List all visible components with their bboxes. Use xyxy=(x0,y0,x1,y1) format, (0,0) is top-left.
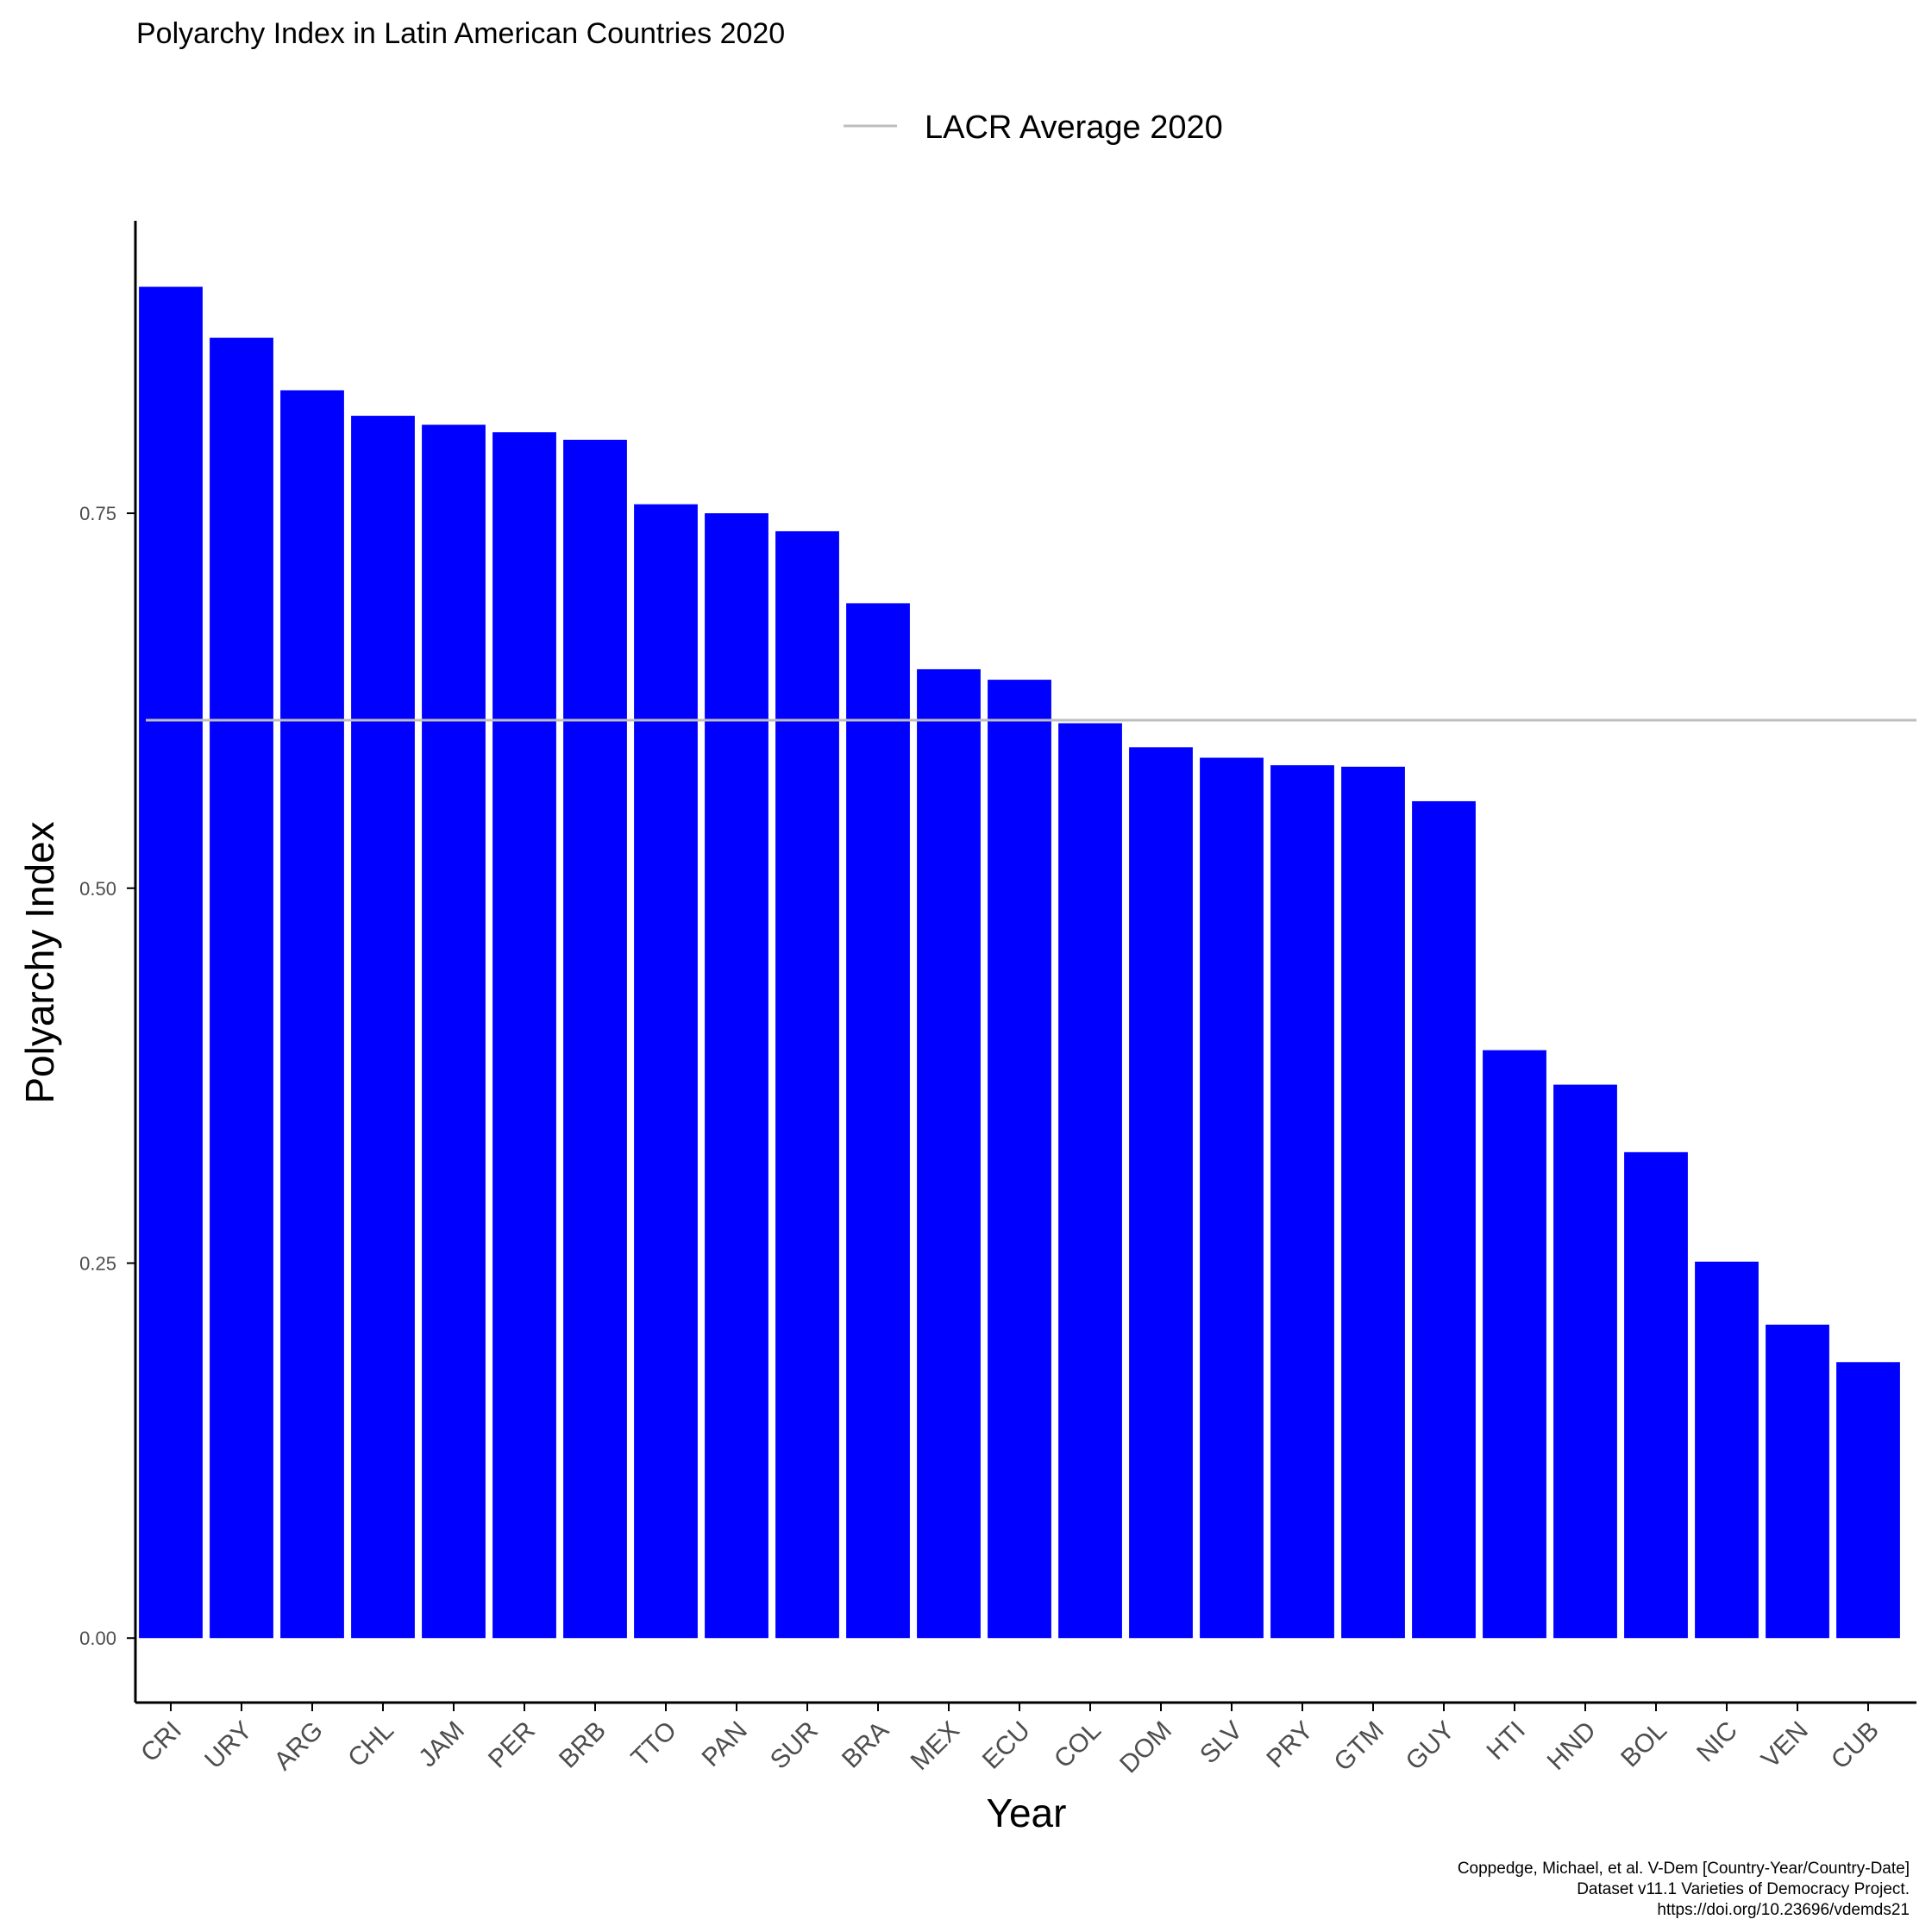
x-tick-label-slv: SLV xyxy=(1195,1716,1248,1770)
caption: Coppedge, Michael, et al. V-Dem [Country… xyxy=(1458,1860,1910,1919)
bar-hti xyxy=(1483,1050,1546,1639)
y-tick-label: 0.00 xyxy=(79,1628,116,1649)
x-tick-label-bra: BRA xyxy=(837,1716,894,1774)
bar-cub xyxy=(1836,1362,1900,1639)
bar-ury xyxy=(210,337,273,1639)
caption-line-2: Dataset v11.1 Varieties of Democracy Pro… xyxy=(1577,1880,1910,1898)
x-tick-label-brb: BRB xyxy=(554,1716,612,1774)
bar-gtm xyxy=(1341,766,1405,1639)
bar-chl xyxy=(351,416,415,1639)
bar-mex xyxy=(917,668,981,1639)
y-tick-label: 0.75 xyxy=(79,503,116,524)
x-tick-label-arg: ARG xyxy=(269,1716,329,1776)
axes xyxy=(134,221,1916,1704)
x-axis-title: Year xyxy=(987,1791,1067,1835)
y-axis-title: Polyarchy Index xyxy=(17,821,62,1103)
x-tick-label-nic: NIC xyxy=(1691,1716,1743,1768)
bar-tto xyxy=(634,504,698,1639)
x-tick-label-cub: CUB xyxy=(1826,1716,1885,1775)
bar-hnd xyxy=(1553,1084,1617,1639)
bar-per xyxy=(492,432,556,1639)
bar-slv xyxy=(1200,757,1264,1639)
x-tick-label-guy: GUY xyxy=(1401,1716,1460,1776)
bar-bol xyxy=(1624,1151,1688,1639)
bar-arg xyxy=(280,390,344,1639)
bars xyxy=(139,286,1900,1639)
x-tick-label-cri: CRI xyxy=(135,1716,187,1768)
bar-cri xyxy=(139,286,203,1639)
x-tick-label-mex: MEX xyxy=(906,1716,965,1776)
bar-ven xyxy=(1766,1324,1829,1639)
x-tick-label-pry: PRY xyxy=(1261,1716,1319,1774)
bar-bra xyxy=(846,603,910,1639)
y-tick-label: 0.25 xyxy=(79,1253,116,1275)
y-tick-label: 0.50 xyxy=(79,878,116,900)
legend-label: LACR Average 2020 xyxy=(925,110,1223,146)
bar-sur xyxy=(775,530,839,1639)
legend: LACR Average 2020 xyxy=(844,110,1223,146)
x-tick-label-pan: PAN xyxy=(697,1716,753,1772)
bar-pan xyxy=(705,513,768,1639)
bar-dom xyxy=(1129,747,1193,1639)
bar-guy xyxy=(1412,800,1476,1639)
x-tick-label-chl: CHL xyxy=(342,1716,399,1773)
x-tick-label-per: PER xyxy=(483,1716,541,1774)
x-tick-label-ecu: ECU xyxy=(977,1716,1036,1775)
x-tick-label-jam: JAM xyxy=(413,1716,470,1773)
caption-line-1: Coppedge, Michael, et al. V-Dem [Country… xyxy=(1458,1860,1910,1878)
bar-brb xyxy=(563,439,627,1639)
x-tick-label-col: COL xyxy=(1049,1716,1107,1774)
bar-ecu xyxy=(988,680,1051,1639)
x-tick-label-bol: BOL xyxy=(1615,1716,1672,1773)
x-tick-label-sur: SUR xyxy=(765,1716,824,1775)
x-ticks: CRI URY ARG CHL JAM PER BRB TTO PAN SUR BRA MEX ECU C… xyxy=(135,1703,1885,1778)
bar-jam xyxy=(422,424,486,1639)
x-tick-label-hti: HTI xyxy=(1481,1716,1531,1766)
x-tick-label-dom: DOM xyxy=(1114,1716,1177,1779)
bar-pry xyxy=(1270,765,1334,1639)
bar-nic xyxy=(1695,1261,1759,1639)
x-tick-label-hnd: HND xyxy=(1542,1716,1602,1776)
x-tick-label-ury: URY xyxy=(199,1716,258,1775)
x-tick-label-ven: VEN xyxy=(1756,1716,1814,1774)
y-ticks: 0.00 0.25 0.50 0.75 xyxy=(79,503,135,1649)
chart-title: Polyarchy Index in Latin American Countr… xyxy=(136,17,785,50)
x-tick-label-gtm: GTM xyxy=(1328,1716,1389,1777)
bar-col xyxy=(1058,723,1122,1639)
x-tick-label-tto: TTO xyxy=(626,1716,682,1772)
caption-line-3: https://doi.org/10.23696/vdemds21 xyxy=(1657,1901,1910,1919)
